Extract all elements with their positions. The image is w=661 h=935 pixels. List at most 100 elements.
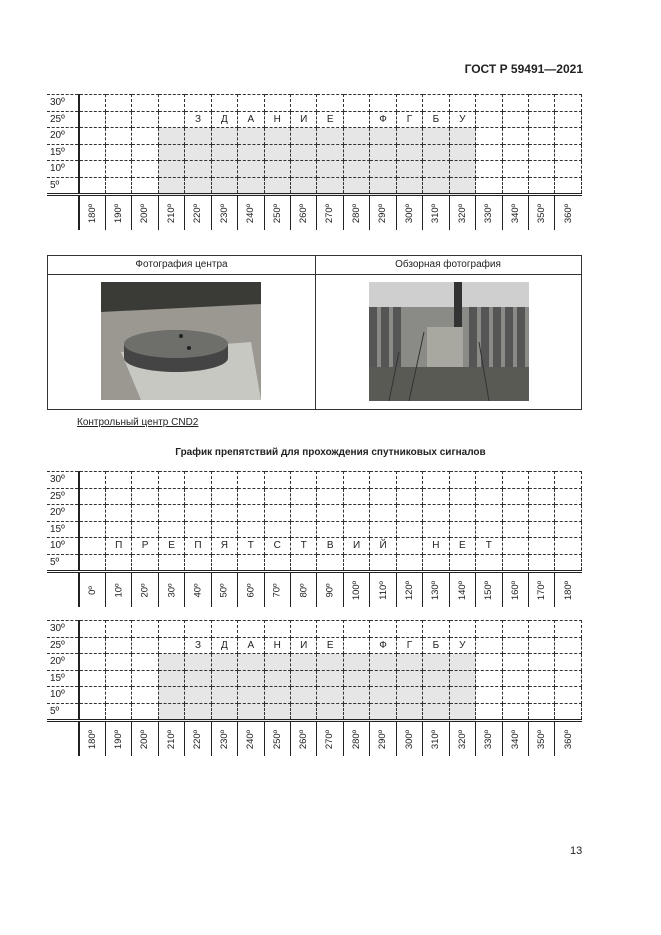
obstacle-letter: Е	[316, 110, 344, 128]
azimuth-cell: 180º	[78, 720, 106, 756]
azimuth-label: 180º	[86, 729, 98, 749]
grid-cell	[369, 127, 397, 145]
obstacle-grid-180-360: 30º 25º З Д А Н И Е Ф Г Б У 20º 15º 10º 5º 180º 190º 200º 2…	[47, 620, 582, 756]
elevation-label: 10º	[47, 537, 80, 555]
azimuth-cell: 220º	[184, 194, 212, 230]
grid-cell	[527, 471, 556, 489]
grid-cell	[554, 653, 582, 671]
grid-cell	[316, 702, 344, 722]
photo-table: Фотография центра Обзорная фотография	[47, 255, 582, 410]
azimuth-label: 320º	[456, 203, 468, 223]
obstacle-letter: Е	[316, 636, 344, 654]
grid-cell	[184, 160, 212, 178]
grid-cell	[395, 702, 424, 722]
grid-cell	[422, 520, 450, 538]
grid-cell	[263, 653, 292, 671]
azimuth-cell: 220º	[184, 720, 212, 756]
obstacle-letter: А	[237, 110, 265, 128]
azimuth-label: 330º	[483, 729, 495, 749]
grid-cell	[342, 620, 371, 638]
azimuth-label: 230º	[218, 729, 230, 749]
photo-cell-overview: Обзорная фотография	[315, 256, 581, 409]
grid-cell	[237, 143, 265, 161]
grid-cell	[527, 176, 556, 196]
grid-cell	[448, 143, 477, 161]
grid-cell	[342, 143, 371, 161]
azimuth-cell: 40º	[184, 571, 212, 607]
grid-cell	[422, 487, 450, 505]
obstacle-letter: З	[184, 110, 212, 128]
grid-cell	[237, 520, 265, 538]
grid-cell	[395, 176, 424, 196]
grid-cell	[342, 176, 371, 196]
grid-cell	[527, 127, 556, 145]
grid-cell	[184, 94, 212, 112]
center-photo	[101, 282, 261, 400]
grid-cell	[157, 127, 186, 145]
grid-cell	[554, 636, 582, 654]
control-center-link[interactable]: Контрольный центр CND2	[77, 417, 199, 428]
grid-cell	[422, 160, 450, 178]
azimuth-label: 290º	[377, 729, 389, 749]
obstacle-letter: П	[184, 537, 212, 555]
elevation-label: 20º	[47, 653, 80, 671]
grid-cell	[501, 94, 529, 112]
grid-cell	[316, 653, 344, 671]
azimuth-cell: 280º	[342, 194, 370, 230]
grid-cell	[475, 520, 503, 538]
azimuth-cell: 180º	[78, 194, 106, 230]
azimuth-label: 180º	[86, 203, 98, 223]
azimuth-label: 10º	[113, 582, 125, 598]
azimuth-label: 150º	[483, 580, 495, 600]
grid-cell	[263, 471, 292, 489]
grid-cell	[554, 669, 582, 687]
obstacle-letter: Р	[131, 537, 159, 555]
azimuth-label: 0º	[86, 585, 98, 595]
grid-cell	[263, 702, 292, 722]
grid-cell	[157, 702, 186, 722]
grid-cell	[289, 653, 318, 671]
obstacle-letter: У	[448, 636, 477, 654]
grid-cell	[448, 686, 477, 704]
grid-cell	[184, 620, 212, 638]
azimuth-cell: 120º	[395, 571, 423, 607]
grid-cell	[342, 504, 371, 522]
obstacle-letter: А	[237, 636, 265, 654]
azimuth-cell: 360º	[554, 194, 582, 230]
grid-cell	[157, 487, 186, 505]
grid-cell	[289, 127, 318, 145]
grid-cell	[395, 504, 424, 522]
grid-cell	[131, 504, 159, 522]
azimuth-label: 90º	[324, 582, 336, 598]
azimuth-cell: 280º	[342, 720, 370, 756]
grid-cell	[210, 487, 239, 505]
photo-cell-center: Фотография центра	[48, 256, 316, 409]
grid-cell	[237, 504, 265, 522]
grid-cell	[475, 110, 503, 128]
grid-cell	[554, 127, 582, 145]
grid-cell	[263, 686, 292, 704]
grid-cell	[289, 160, 318, 178]
grid-cell	[342, 520, 371, 538]
grid-cell	[422, 553, 450, 573]
grid-cell	[78, 110, 106, 128]
azimuth-label: 200º	[139, 203, 151, 223]
obstacle-letter: Б	[422, 110, 450, 128]
obstacle-letter: Т	[289, 537, 318, 555]
grid-cell	[527, 553, 556, 573]
azimuth-cell: 10º	[104, 571, 132, 607]
azimuth-label: 30º	[166, 582, 178, 598]
grid-cell	[554, 537, 582, 555]
grid-cell	[342, 669, 371, 687]
azimuth-label: 210º	[166, 203, 178, 223]
grid-cell	[475, 669, 503, 687]
azimuth-cell: 250º	[263, 720, 291, 756]
grid-cell	[78, 143, 106, 161]
grid-cell	[395, 127, 424, 145]
grid-cell	[342, 94, 371, 112]
grid-cell	[316, 160, 344, 178]
grid-cell	[475, 94, 503, 112]
grid-cell	[395, 520, 424, 538]
grid-cell	[131, 94, 159, 112]
grid-cell	[316, 487, 344, 505]
